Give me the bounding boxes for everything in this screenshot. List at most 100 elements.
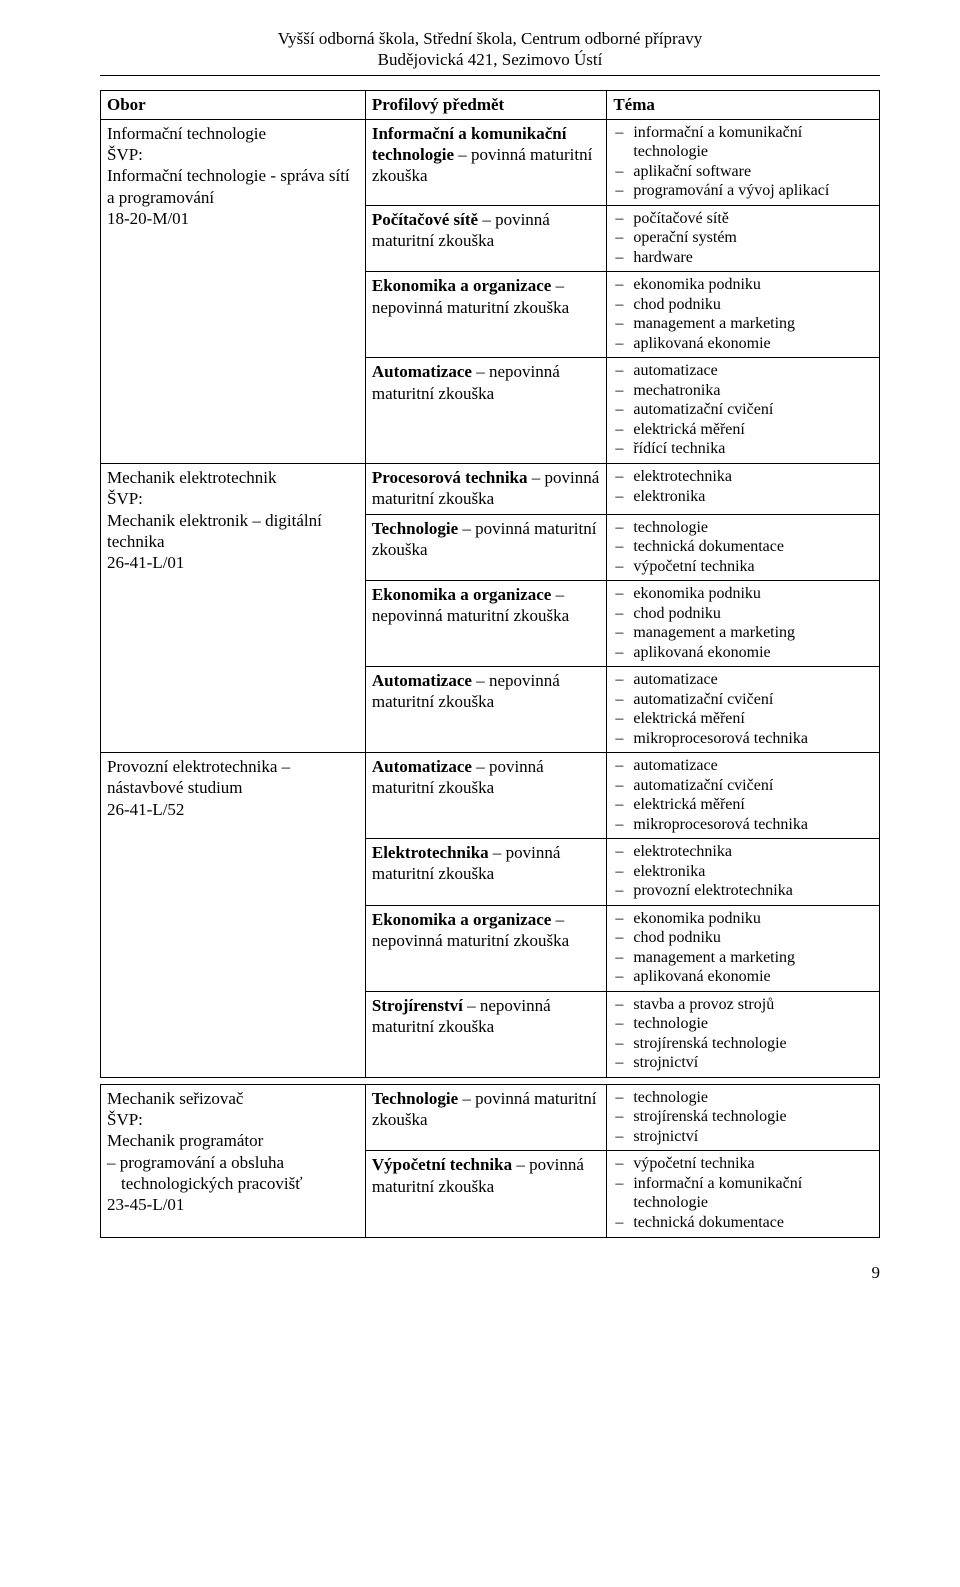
topic-list: elektrotechnikaelektronikaprovozní elekt… (613, 842, 873, 901)
topic-list: ekonomika podnikuchod podnikumanagement … (613, 909, 873, 987)
topic-list: počítačové sítěoperační systémhardware (613, 209, 873, 268)
topic-item: elektrotechnika (629, 842, 873, 862)
topics-cell: informační a komunikační technologieapli… (607, 119, 880, 205)
topic-item: výpočetní technika (629, 1154, 873, 1174)
topic-item: informační a komunikační technologie (629, 1174, 873, 1213)
col-header-predmet: Profilový předmět (365, 90, 606, 119)
topic-item: chod podniku (629, 928, 873, 948)
subject-cell: Výpočetní technika – povinná maturitní z… (365, 1151, 606, 1237)
page: Vyšší odborná škola, Střední škola, Cent… (0, 0, 960, 1313)
topic-item: aplikační software (629, 162, 873, 182)
topic-item: management a marketing (629, 623, 873, 643)
subject-cell: Ekonomika a organizace – nepovinná matur… (365, 905, 606, 991)
topic-item: management a marketing (629, 948, 873, 968)
gap-row (101, 1077, 880, 1084)
topic-item: mikroprocesorová technika (629, 815, 873, 835)
topic-item: elektrická měření (629, 795, 873, 815)
subject-cell: Technologie – povinná maturitní zkouška (365, 514, 606, 581)
table-row: Provozní elektrotechnika – nástavbové st… (101, 753, 880, 839)
subject-cell: Automatizace – nepovinná maturitní zkouš… (365, 667, 606, 753)
header-line-2: Budějovická 421, Sezimovo Ústí (100, 49, 880, 70)
topic-item: strojnictví (629, 1127, 873, 1147)
obor-cell: Informační technologieŠVP:Informační tec… (101, 119, 366, 463)
topics-cell: výpočetní technikainformační a komunikač… (607, 1151, 880, 1237)
topic-item: mechatronika (629, 381, 873, 401)
topic-item: management a marketing (629, 314, 873, 334)
subject-cell: Automatizace – povinná maturitní zkouška (365, 753, 606, 839)
obor-cell: Mechanik seřizovačŠVP:Mechanik programát… (101, 1084, 366, 1237)
topics-cell: ekonomika podnikuchod podnikumanagement … (607, 581, 880, 667)
topics-cell: ekonomika podnikuchod podnikumanagement … (607, 272, 880, 358)
topic-item: elektrická měření (629, 709, 873, 729)
topic-item: strojírenská technologie (629, 1034, 873, 1054)
subject-cell: Technologie – povinná maturitní zkouška (365, 1084, 606, 1151)
topics-cell: stavba a provoz strojůtechnologiestrojír… (607, 991, 880, 1077)
topic-item: programování a vývoj aplikací (629, 181, 873, 201)
col-header-obor: Obor (101, 90, 366, 119)
subject-cell: Procesorová technika – povinná maturitní… (365, 464, 606, 515)
header-line-1: Vyšší odborná škola, Střední škola, Cent… (100, 28, 880, 49)
subject-cell: Strojírenství – nepovinná maturitní zkou… (365, 991, 606, 1077)
topic-item: elektronika (629, 487, 873, 507)
table-header-row: Obor Profilový předmět Téma (101, 90, 880, 119)
topic-item: automatizační cvičení (629, 400, 873, 420)
topic-item: technologie (629, 1014, 873, 1034)
topic-item: technologie (629, 518, 873, 538)
topic-item: výpočetní technika (629, 557, 873, 577)
topics-cell: automatizaceautomatizační cvičeníelektri… (607, 667, 880, 753)
subject-cell: Ekonomika a organizace – nepovinná matur… (365, 581, 606, 667)
topic-list: technologietechnická dokumentacevýpočetn… (613, 518, 873, 577)
topic-list: ekonomika podnikuchod podnikumanagement … (613, 275, 873, 353)
topic-list: elektrotechnikaelektronika (613, 467, 873, 506)
subject-cell: Ekonomika a organizace – nepovinná matur… (365, 272, 606, 358)
topic-item: strojírenská technologie (629, 1107, 873, 1127)
topic-list: výpočetní technikainformační a komunikač… (613, 1154, 873, 1232)
gap-cell (101, 1077, 880, 1084)
topic-item: automatizační cvičení (629, 690, 873, 710)
topic-item: automatizace (629, 756, 873, 776)
topic-item: automatizační cvičení (629, 776, 873, 796)
topics-cell: ekonomika podnikuchod podnikumanagement … (607, 905, 880, 991)
topic-item: hardware (629, 248, 873, 268)
topics-cell: elektrotechnikaelektronika (607, 464, 880, 515)
col-header-tema: Téma (607, 90, 880, 119)
table-row: Mechanik seřizovačŠVP:Mechanik programát… (101, 1084, 880, 1151)
topics-cell: automatizacemechatronikaautomatizační cv… (607, 358, 880, 464)
topic-list: ekonomika podnikuchod podnikumanagement … (613, 584, 873, 662)
topics-cell: technologiestrojírenská technologiestroj… (607, 1084, 880, 1151)
obor-cell: Mechanik elektrotechnikŠVP:Mechanik elek… (101, 464, 366, 753)
topic-list: technologiestrojírenská technologiestroj… (613, 1088, 873, 1147)
obor-cell: Provozní elektrotechnika – nástavbové st… (101, 753, 366, 1078)
topic-list: automatizaceautomatizační cvičeníelektri… (613, 670, 873, 748)
topics-cell: počítačové sítěoperační systémhardware (607, 205, 880, 272)
topic-item: elektronika (629, 862, 873, 882)
topic-item: automatizace (629, 361, 873, 381)
topic-item: technologie (629, 1088, 873, 1108)
topic-list: stavba a provoz strojůtechnologiestrojír… (613, 995, 873, 1073)
topic-item: aplikovaná ekonomie (629, 643, 873, 663)
topic-item: aplikovaná ekonomie (629, 967, 873, 987)
topic-item: počítačové sítě (629, 209, 873, 229)
topic-item: strojnictví (629, 1053, 873, 1073)
topic-item: chod podniku (629, 295, 873, 315)
topics-cell: automatizaceautomatizační cvičeníelektri… (607, 753, 880, 839)
subject-cell: Elektrotechnika – povinná maturitní zkou… (365, 839, 606, 906)
topic-item: automatizace (629, 670, 873, 690)
topic-list: automatizacemechatronikaautomatizační cv… (613, 361, 873, 459)
topic-item: technická dokumentace (629, 1213, 873, 1233)
topic-item: ekonomika podniku (629, 584, 873, 604)
topic-item: mikroprocesorová technika (629, 729, 873, 749)
table-body: Informační technologieŠVP:Informační tec… (101, 119, 880, 1237)
subject-cell: Informační a komunikační technologie – p… (365, 119, 606, 205)
table-row: Mechanik elektrotechnikŠVP:Mechanik elek… (101, 464, 880, 515)
subject-cell: Automatizace – nepovinná maturitní zkouš… (365, 358, 606, 464)
topic-item: chod podniku (629, 604, 873, 624)
topics-cell: elektrotechnikaelektronikaprovozní elekt… (607, 839, 880, 906)
header-rule (100, 75, 880, 76)
table-row: Informační technologieŠVP:Informační tec… (101, 119, 880, 205)
topic-item: informační a komunikační technologie (629, 123, 873, 162)
topic-list: automatizaceautomatizační cvičeníelektri… (613, 756, 873, 834)
subject-cell: Počítačové sítě – povinná maturitní zkou… (365, 205, 606, 272)
page-number: 9 (100, 1262, 880, 1283)
topic-item: elektrotechnika (629, 467, 873, 487)
